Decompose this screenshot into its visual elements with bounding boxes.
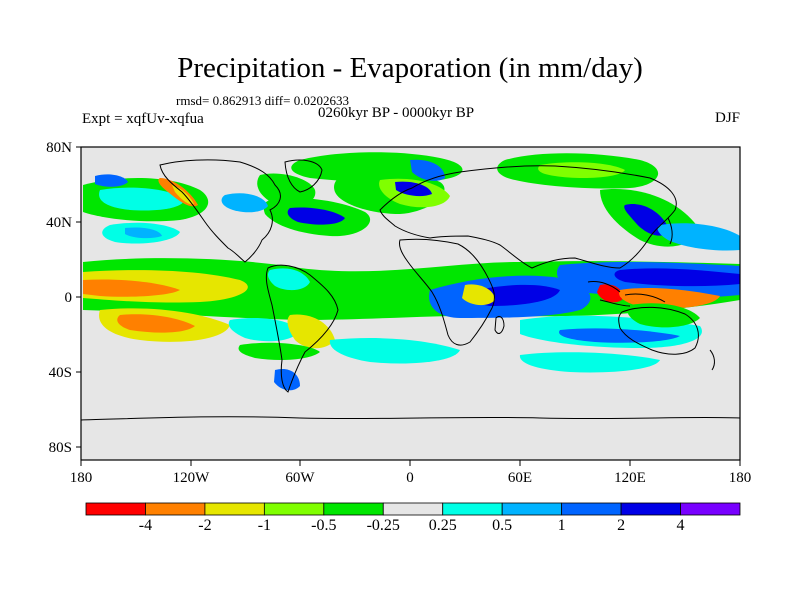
field-so-cyan — [519, 352, 660, 373]
colorbar-swatch — [85, 502, 146, 516]
eurasia-coast — [379, 165, 677, 269]
lon-label: 60W — [285, 470, 315, 486]
indonesia-coast — [587, 281, 666, 307]
lat-label: 80S — [49, 440, 72, 456]
field-npac-cyan — [99, 187, 185, 211]
colorbar-swatch — [442, 502, 503, 516]
colorbar-swatch — [501, 502, 563, 516]
colorbar-swatch — [561, 502, 622, 516]
field-wpac-navy — [614, 268, 740, 287]
field-tropics-orange — [83, 279, 180, 297]
colorbar-label: 0.5 — [492, 517, 513, 534]
south-america-coast — [265, 264, 339, 393]
lat-label: 80N — [46, 140, 72, 156]
nz-coast — [709, 349, 715, 371]
colorbar-label: -4 — [138, 517, 153, 534]
australia-coast — [618, 306, 699, 355]
stats-text: rmsd= 0.862913 diff= 0.0202633 — [176, 93, 349, 108]
colorbar-label: 4 — [676, 517, 685, 534]
field-indonesia-orange — [619, 287, 720, 309]
field-aus-green — [627, 303, 700, 328]
africa-coast — [399, 238, 495, 346]
field-sio-blue — [559, 328, 680, 343]
field-pac-blue-mid — [125, 227, 162, 239]
precip-field — [83, 152, 740, 391]
map-title: Precipitation - Evaporation (in mm/day) — [177, 52, 643, 84]
colorbar-label: -0.5 — [311, 517, 337, 534]
field-npac-east-cyan — [657, 223, 740, 251]
colorbar — [85, 502, 741, 516]
field-sam-cyan — [267, 268, 310, 291]
lat-label: 40N — [46, 215, 72, 231]
field-asia-blue — [410, 159, 445, 181]
lon-label: 120W — [173, 470, 211, 486]
madagascar-coast — [494, 315, 505, 334]
field-natl-blue — [287, 207, 345, 225]
colorbar-swatch — [620, 502, 681, 516]
lat-label: 40S — [49, 365, 72, 381]
lat-label: 0 — [65, 290, 73, 306]
field-natl-cyan — [221, 193, 268, 213]
field-africa-yellow — [462, 284, 495, 306]
colorbar-swatch — [145, 502, 206, 516]
season-label: DJF — [714, 110, 740, 126]
map-axes: 80N 40N 0 40S 80S 180 120W 60W 0 60E 120… — [46, 140, 751, 486]
north-america-coast — [159, 159, 281, 263]
lon-label: 120E — [614, 470, 646, 486]
experiment-label: Expt = xqfUv-xqfua — [82, 111, 204, 127]
colorbar-swatch — [680, 502, 741, 516]
colorbar-label: -2 — [198, 517, 212, 534]
lon-label: 0 — [406, 470, 414, 486]
field-satl-cyan — [329, 338, 460, 364]
colorbar-swatch — [204, 502, 265, 516]
colorbar-swatch — [382, 502, 444, 516]
field-spac-orange — [117, 314, 195, 333]
field-europe-blue — [395, 181, 432, 197]
coastlines — [81, 159, 740, 421]
colorbar-label: 2 — [617, 517, 626, 534]
period-label: 0260kyr BP - 0000kyr BP — [318, 105, 475, 121]
field-spac-cyan — [228, 318, 300, 342]
colorbar-swatch — [323, 502, 384, 516]
field-npac-blue — [95, 174, 128, 187]
colorbar-label: -1 — [257, 517, 272, 534]
colorbar-label: 0.25 — [428, 517, 457, 534]
field-so-green — [238, 342, 320, 360]
colorbar-label: -0.25 — [366, 517, 400, 534]
lon-label: 180 — [729, 470, 752, 486]
japan-coast — [667, 217, 673, 245]
colorbar-label: 1 — [557, 517, 566, 534]
colorbar-swatch — [263, 502, 325, 516]
greenland-coast — [284, 159, 323, 193]
lon-label: 60E — [508, 470, 532, 486]
antarctica-coast — [81, 416, 740, 421]
field-sam-yellow — [287, 314, 335, 349]
lon-label: 180 — [70, 470, 93, 486]
field-patagonia-blue — [274, 368, 300, 391]
